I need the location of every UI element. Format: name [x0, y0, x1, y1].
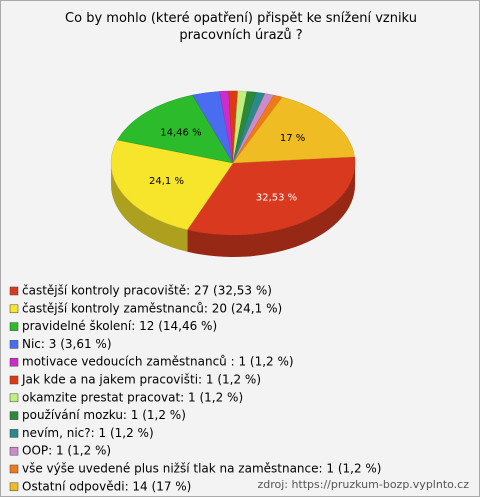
legend-swatch: [9, 446, 19, 456]
legend-label: okamzite prestat pracovat: 1 (1,2 %): [22, 390, 243, 404]
data-label: 14,46 %: [160, 128, 201, 139]
slice: [110, 139, 234, 231]
legend-label: používání mozku: 1 (1,2 %): [22, 408, 186, 422]
legend-swatch: [9, 411, 19, 420]
legend-swatch: [9, 304, 19, 314]
legend-label: OOP: 1 (1,2 %): [22, 444, 111, 458]
legend-label: Jak kde a na jakem pracovišti: 1 (1,2 %): [21, 373, 261, 387]
legend-label: Nic: 3 (3,61 %): [22, 337, 112, 351]
legend-label: vše výše uvedené plus nižší tlak na zamě…: [22, 462, 381, 476]
legend-swatch: [9, 482, 19, 492]
slice: [186, 156, 356, 236]
legend-swatch: [9, 357, 19, 367]
legend-label: častější kontroly zaměstnanců: 20 (24,1 …: [22, 301, 282, 315]
slice-side: [187, 163, 355, 258]
legend-label: motivace vedoucích zaměstnanců : 1 (1,2 …: [22, 355, 294, 369]
legend-swatch: [9, 429, 19, 438]
legend-swatch: [9, 340, 19, 349]
legend-label: Ostatní odpovědi: 14 (17 %): [22, 479, 191, 493]
legend-label: nevím, nic?: 1 (1,2 %): [22, 426, 154, 440]
legend-swatch: [9, 322, 19, 331]
legend-swatch: [9, 464, 19, 474]
slice: [232, 96, 355, 164]
data-label: 32,53 %: [256, 193, 297, 204]
slice-side: [111, 163, 188, 252]
data-label: 24,1 %: [149, 176, 184, 187]
legend-swatch: [9, 375, 19, 385]
legend-label: častější kontroly pracoviště: 27 (32,53 …: [22, 284, 272, 298]
chart-title: Co by mohlo (které opatření) přispět ke …: [65, 11, 417, 43]
source: zdroj: https://pruzkum-bozp.vyplnto.cz: [257, 478, 469, 491]
legend-label: pravidelné školení: 12 (14,46 %): [22, 319, 217, 333]
legend-swatch: [9, 286, 19, 296]
data-label: 17 %: [280, 133, 305, 144]
slice: [117, 94, 234, 164]
legend-swatch: [9, 393, 19, 403]
